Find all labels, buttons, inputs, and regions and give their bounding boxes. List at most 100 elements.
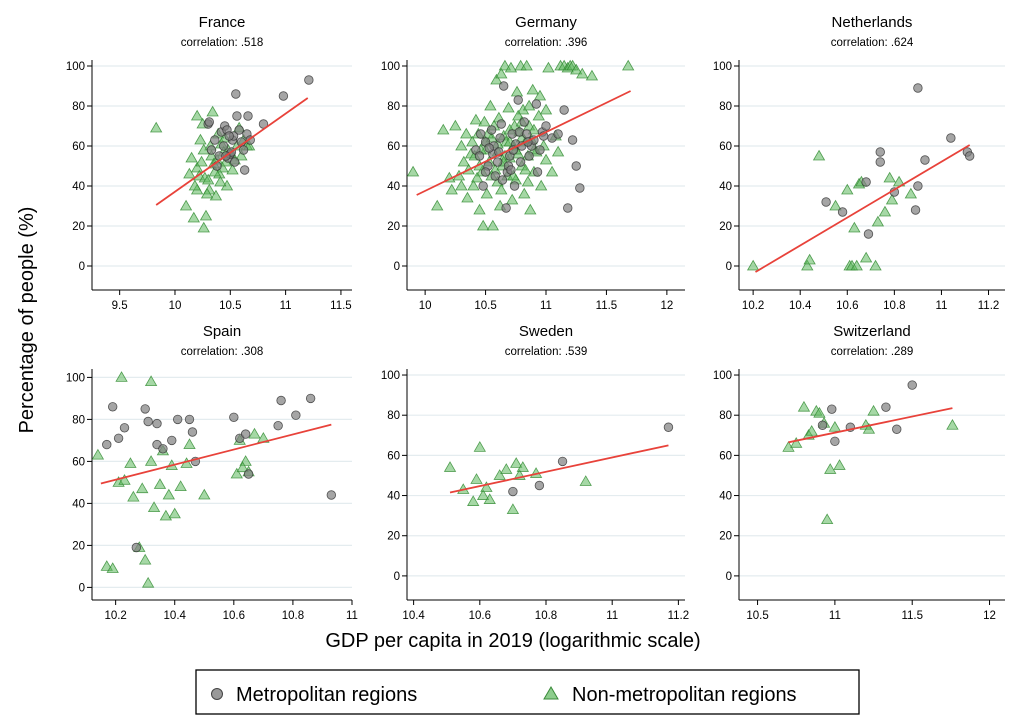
nonmetro-point (521, 175, 535, 187)
nonmetro-point (206, 105, 219, 117)
x-tick-label: 10.8 (535, 610, 557, 622)
panel-title: Netherlands (832, 14, 913, 31)
metro-point (210, 135, 220, 145)
metro-point (875, 157, 885, 167)
metro-point (663, 422, 674, 432)
y-tick-label: 60 (387, 141, 400, 153)
nonmetro-point (493, 469, 506, 480)
nonmetro-point (520, 59, 533, 71)
metro-point (532, 167, 543, 177)
metro-point (184, 414, 195, 425)
metro-point (495, 133, 505, 143)
y-tick-label: 0 (394, 261, 400, 273)
x-tick-label: 10.5 (474, 300, 496, 312)
metro-point (474, 151, 485, 161)
fit-line (155, 97, 309, 206)
y-tick-label: 100 (66, 372, 85, 384)
metro-point (964, 151, 975, 161)
y-axis-label: Percentage of people (%) (16, 207, 38, 434)
metro-point (243, 111, 253, 121)
nonmetro-point (510, 85, 524, 97)
panel-correlation: correlation: .396 (505, 37, 587, 49)
nonmetro-point (869, 259, 882, 271)
nonmetro-point (174, 480, 187, 492)
metro-point (575, 183, 585, 193)
y-tick-label: 80 (387, 410, 400, 422)
metro-point (152, 418, 162, 429)
x-tick-label: 12 (660, 300, 673, 312)
nonmetro-point (248, 427, 261, 439)
nonmetro-point (801, 259, 814, 271)
nonmetro-point (162, 488, 176, 500)
y-tick-label: 60 (719, 141, 732, 153)
panel-correlation: correlation: .518 (181, 37, 263, 49)
metro-point (291, 410, 301, 420)
nonmetro-point (406, 165, 420, 177)
y-tick-label: 20 (72, 540, 85, 552)
metro-point (305, 393, 316, 404)
x-tick-label: 10.6 (836, 300, 858, 312)
x-tick-label: 11 (280, 300, 292, 312)
panel-title: France (199, 14, 246, 31)
metro-point (521, 129, 532, 139)
nonmetro-point (803, 253, 816, 265)
nonmetro-point (502, 101, 515, 113)
nonmetro-point (236, 461, 249, 473)
nonmetro-point (841, 183, 854, 195)
y-tick-label: 80 (719, 101, 732, 113)
nonmetro-point (195, 155, 208, 167)
nonmetro-point (466, 495, 480, 506)
metro-point (563, 203, 573, 213)
nonmetro-point (518, 187, 531, 199)
nonmetro-point (198, 488, 211, 500)
nonmetro-point (91, 448, 105, 460)
metro-point (234, 125, 244, 135)
nonmetro-point (147, 501, 161, 513)
metro-point (490, 171, 500, 181)
metro-point (304, 75, 314, 85)
nonmetro-point (153, 478, 167, 489)
nonmetro-point (149, 121, 163, 133)
x-axis-label: GDP per capita in 2019 (logarithmic scal… (325, 630, 700, 652)
nonmetro-point (746, 259, 760, 271)
x-tick-label: 10.4 (789, 300, 812, 312)
nonmetro-point (124, 457, 137, 468)
panel-france: France correlation: .518 0 20 40 60 80 100 9.5 10… (66, 14, 352, 312)
x-tick-label: 10.5 (219, 300, 241, 312)
metro-point (821, 197, 831, 207)
y-tick-label: 100 (713, 370, 732, 382)
y-tick-label: 0 (394, 571, 400, 583)
y-tick-label: 60 (719, 450, 732, 462)
nonmetro-point (470, 171, 484, 183)
nonmetro-point (532, 109, 545, 121)
nonmetro-point (506, 503, 520, 515)
metro-point (515, 157, 526, 167)
y-tick-label: 0 (726, 571, 732, 583)
x-tick-label: 11.5 (330, 300, 352, 312)
metro-point (326, 490, 337, 500)
nonmetro-point (190, 161, 204, 173)
metro-point (571, 161, 581, 171)
legend-metro-marker (211, 688, 223, 700)
x-tick-label: 11 (829, 610, 841, 622)
y-tick-label: 20 (719, 221, 732, 233)
nonmetro-point (467, 179, 480, 191)
metro-point (206, 145, 217, 155)
nonmetro-point (519, 163, 532, 175)
nonmetro-point (579, 475, 592, 486)
panel-germany: Germany correlation: .396 0 20 40 60 80 100 10 10… (381, 14, 685, 312)
nonmetro-point (551, 145, 565, 157)
nonmetro-point (904, 187, 918, 199)
nonmetro-point (449, 119, 462, 131)
nonmetro-point (833, 459, 846, 470)
nonmetro-point (209, 189, 223, 201)
metro-point (119, 423, 130, 433)
metro-point (278, 91, 289, 101)
metro-point (496, 119, 506, 129)
fit-line (100, 423, 332, 485)
nonmetro-point (470, 473, 483, 484)
y-tick-label: 0 (79, 261, 85, 273)
metro-point (113, 433, 124, 444)
x-tick-label: 11.5 (901, 610, 923, 622)
